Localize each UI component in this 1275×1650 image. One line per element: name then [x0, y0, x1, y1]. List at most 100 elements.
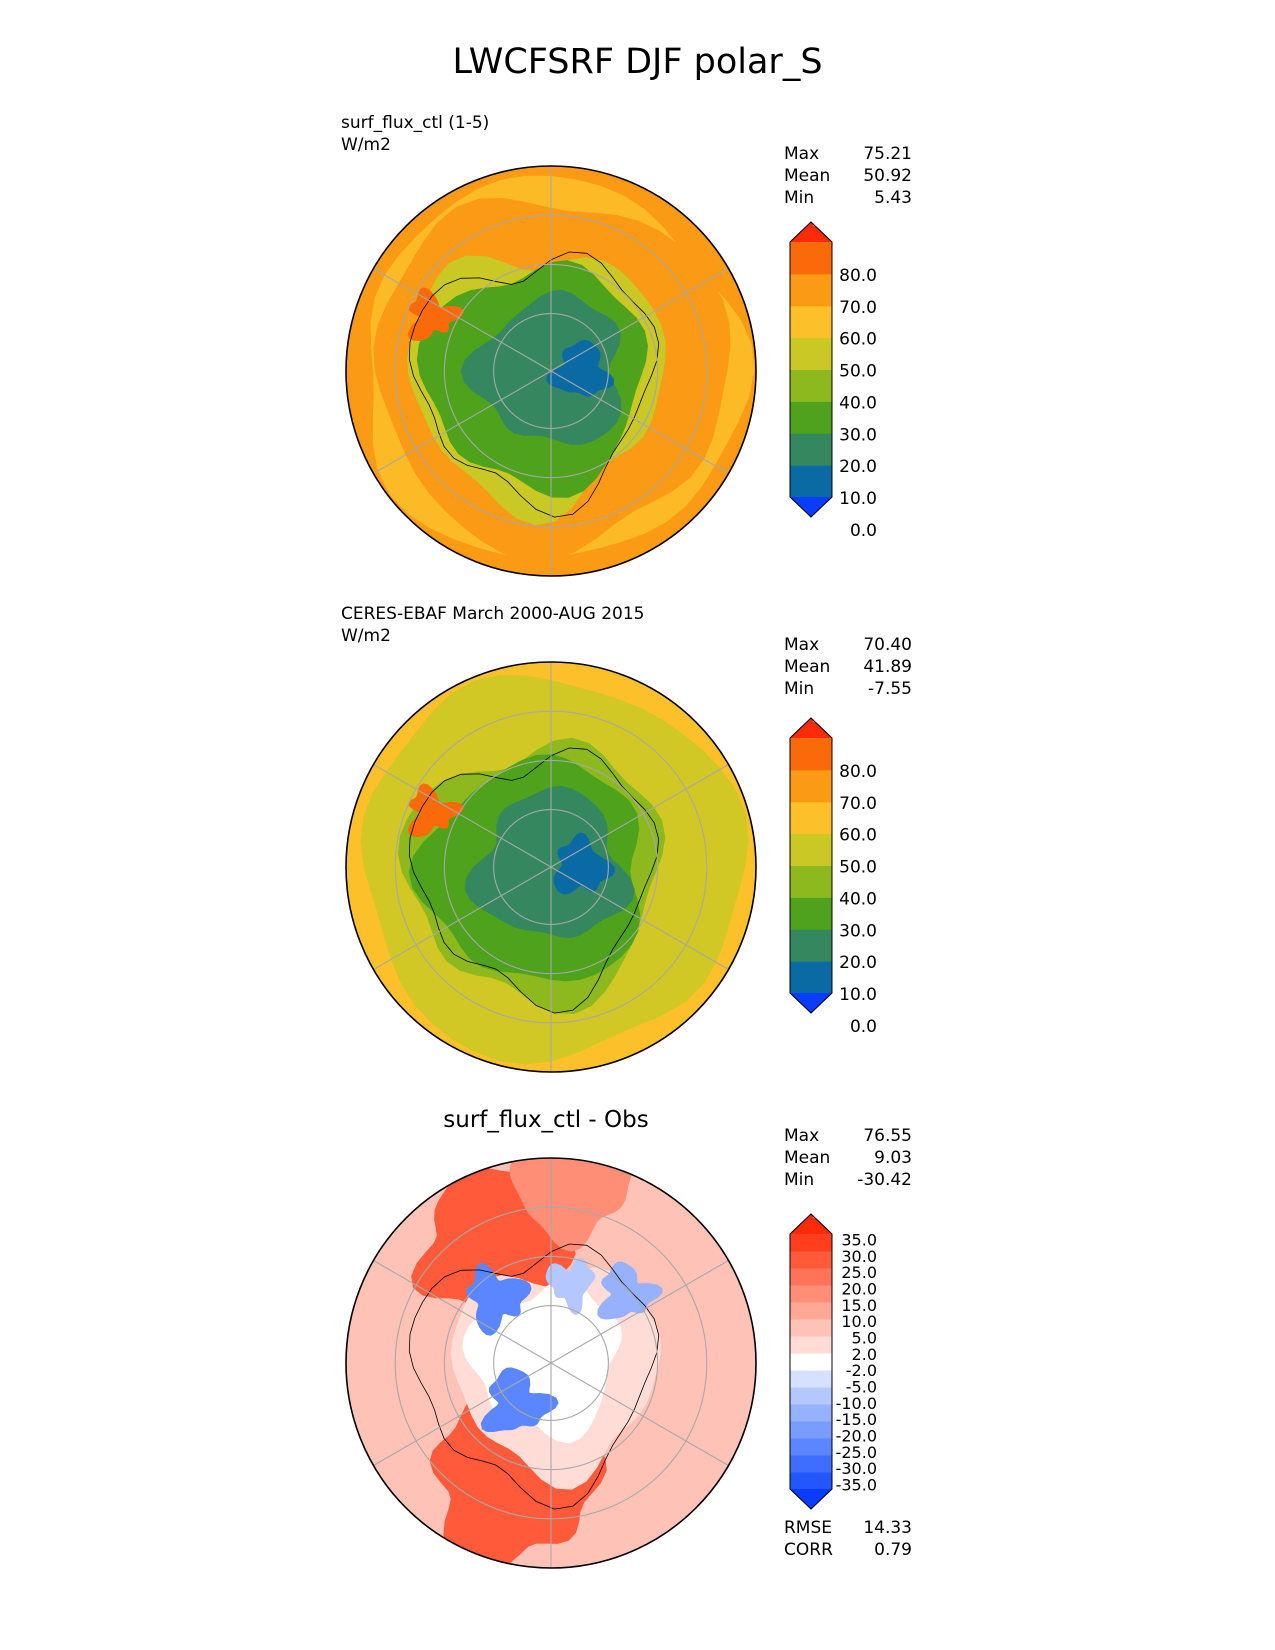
- colorbar-tick-label: 70.0: [839, 794, 877, 814]
- colorbar-tick-label: -15.0: [836, 1410, 877, 1429]
- panel-3-title: surf_flux_ctl - Obs: [443, 1107, 649, 1133]
- colorbar-tick-label: 10.0: [839, 985, 877, 1005]
- meridian-line: [550, 764, 729, 868]
- colorbar-tick-label: 15.0: [841, 1296, 877, 1315]
- colorbar-segment: [790, 369, 832, 402]
- meridian-line: [550, 370, 729, 474]
- colorbar-tick-label: 50.0: [839, 858, 877, 878]
- meridian-line: [373, 866, 552, 970]
- colorbar-tick-label: 0.0: [850, 1017, 877, 1037]
- plateau-contour: [460, 289, 622, 445]
- colorbar-tick-label: 0.0: [850, 521, 877, 541]
- colorbar-tick-label: -10.0: [836, 1394, 877, 1413]
- colorbar-tick-label: 20.0: [841, 1280, 877, 1299]
- map-field: [346, 662, 756, 1072]
- colorbar-extend-max: [790, 1214, 832, 1234]
- map-boundary: [345, 661, 757, 1073]
- colorbar-tick-label: 80.0: [839, 762, 877, 782]
- colorbar-outline: [789, 221, 833, 518]
- colorbar-segment: [790, 401, 832, 434]
- map-boundary: [345, 165, 757, 577]
- colorbar-segment: [790, 273, 832, 307]
- stat-mean-label: Mean: [784, 657, 831, 677]
- meridian-line: [373, 1362, 552, 1466]
- colorbar-segment: [790, 1455, 832, 1473]
- stat-mean-label: Mean: [784, 1148, 831, 1168]
- warm-anomaly-contour: [509, 1158, 634, 1252]
- stat-min-value: -30.42: [857, 1170, 912, 1190]
- deep-plateau-contour: [553, 832, 616, 895]
- stat-mean-value: 41.89: [863, 657, 912, 677]
- stat-min-value: 5.43: [874, 188, 912, 208]
- colorbar-segment: [790, 801, 832, 835]
- colorbar-tick-label: 80.0: [839, 266, 877, 286]
- meridian-line: [550, 1260, 729, 1364]
- colorbar-tick-label: 25.0: [841, 1263, 877, 1282]
- panel-3-stats: Max 76.55 Mean 9.03 Min -30.42: [784, 1125, 912, 1191]
- colorbar-outline: [789, 717, 833, 1014]
- rmse-label: RMSE: [784, 1518, 833, 1538]
- panel-2-title: CERES-EBAF March 2000-AUG 2015: [341, 604, 645, 624]
- stat-mean-value: 50.92: [863, 166, 912, 186]
- meridian-line: [373, 370, 552, 474]
- colorbar-extend-min: [790, 1489, 832, 1509]
- colorbar-tick-label: 35.0: [841, 1231, 877, 1250]
- colorbar-tick-label: 60.0: [839, 330, 877, 350]
- panel-2-units: W/m2: [341, 626, 391, 646]
- colorbar-segment: [790, 833, 832, 866]
- panel-1-stats: Max 75.21 Mean 50.92 Min 5.43: [784, 143, 912, 209]
- colorbar-tick-label: 10.0: [841, 1312, 877, 1331]
- colorbar-tick-label: 40.0: [839, 393, 877, 413]
- stat-mean-label: Mean: [784, 166, 831, 186]
- colorbar-segment: [790, 1319, 832, 1337]
- colorbar-outline: [789, 1213, 833, 1510]
- deep-plateau-contour: [546, 339, 615, 397]
- panel-2-title-block: CERES-EBAF March 2000-AUG 2015 W/m2: [341, 603, 644, 647]
- colorbar-segment: [790, 1438, 832, 1456]
- colorbar-segment: [790, 242, 832, 275]
- colorbar-segment: [790, 337, 832, 370]
- map-field: [346, 1158, 756, 1568]
- coastline: [408, 1243, 660, 1510]
- polar-map-panel-3: 35.030.025.020.015.010.05.02.0-2.0-5.0-1…: [345, 1157, 877, 1569]
- colorbar-segment: [790, 305, 832, 339]
- panel-1-title-block: surf_flux_ctl (1-5) W/m2: [341, 112, 489, 156]
- colorbar-tick-label: -35.0: [836, 1476, 877, 1495]
- colorbar-tick-label: 50.0: [839, 362, 877, 382]
- colorbar: 80.0 70.0 60.0 50.0 40.0 30.0 20.0 10.0 0.0: [789, 717, 877, 1037]
- meridian-line: [550, 866, 729, 970]
- colorbar-tick-label: 70.0: [839, 298, 877, 318]
- meridian-line: [373, 268, 552, 372]
- panel-1-title: surf_flux_ctl (1-5): [341, 113, 490, 133]
- stat-max-value: 75.21: [863, 144, 912, 164]
- colorbar-segment: [790, 1234, 832, 1252]
- colorbar-tick-label: 10.0: [839, 489, 877, 509]
- peninsula-contour: [407, 287, 464, 341]
- stat-min-label: Min: [784, 679, 815, 699]
- corr-value: 0.79: [874, 1540, 912, 1560]
- colorbar-tick-label: 2.0: [852, 1345, 877, 1364]
- meridian-line: [373, 764, 552, 868]
- colorbar: 80.0 70.0 60.0 50.0 40.0 30.0 20.0 10.0 0.0: [789, 221, 877, 541]
- stat-min-label: Min: [784, 188, 815, 208]
- colorbar: 35.030.025.020.015.010.05.02.0-2.0-5.0-1…: [789, 1213, 877, 1510]
- colorbar-segment: [790, 1404, 832, 1422]
- colorbar-segment: [790, 1421, 832, 1439]
- colorbar-extend-max: [790, 718, 832, 738]
- stat-min-value: -7.55: [868, 679, 912, 699]
- colorbar-segment: [790, 929, 832, 962]
- plateau-contour: [464, 785, 635, 939]
- stat-max-label: Max: [784, 635, 820, 655]
- cool-anomaly-contour: [480, 1367, 559, 1432]
- cool-anomaly-contour: [545, 1257, 596, 1316]
- colorbar-tick-label: 20.0: [839, 457, 877, 477]
- map-field: [346, 166, 756, 576]
- colorbar-tick-label: 20.0: [839, 953, 877, 973]
- stat-max-label: Max: [784, 144, 820, 164]
- colorbar-segment: [790, 465, 832, 498]
- colorbar-tick-label: -2.0: [846, 1361, 877, 1380]
- coastline: [408, 747, 660, 1014]
- meridian-line: [373, 1260, 552, 1364]
- colorbar-extend-min: [790, 993, 832, 1013]
